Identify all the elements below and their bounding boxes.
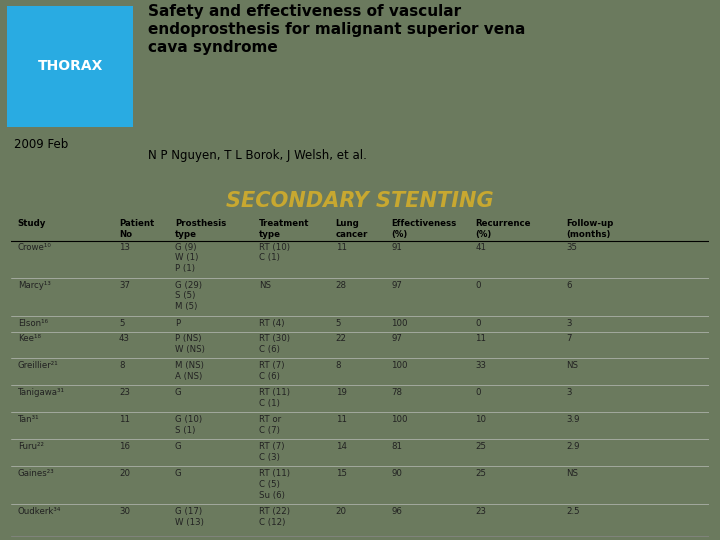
- Text: 15: 15: [336, 469, 346, 478]
- Text: 6: 6: [566, 281, 572, 289]
- Text: 14: 14: [336, 442, 346, 451]
- Text: RT (4): RT (4): [258, 319, 284, 328]
- FancyBboxPatch shape: [7, 5, 133, 127]
- Text: G (29)
S (5)
M (5): G (29) S (5) M (5): [175, 281, 202, 311]
- Text: 2.5: 2.5: [566, 507, 580, 516]
- Text: Marcy¹³: Marcy¹³: [18, 281, 50, 289]
- Text: G (17)
W (13): G (17) W (13): [175, 507, 204, 527]
- Text: 16: 16: [119, 442, 130, 451]
- Text: 3: 3: [566, 388, 572, 397]
- Text: M (NS)
A (NS): M (NS) A (NS): [175, 361, 204, 381]
- Text: G (9)
W (1)
P (1): G (9) W (1) P (1): [175, 242, 198, 273]
- Text: G: G: [175, 469, 181, 478]
- Text: 22: 22: [336, 334, 346, 343]
- Text: 2.9: 2.9: [566, 442, 580, 451]
- Text: Furu²²: Furu²²: [18, 442, 44, 451]
- Text: 8: 8: [336, 361, 341, 370]
- Text: Safety and effectiveness of vascular
endoprosthesis for malignant superior vena
: Safety and effectiveness of vascular end…: [148, 4, 525, 55]
- Text: Crowe¹⁰: Crowe¹⁰: [18, 242, 52, 252]
- Text: 3.9: 3.9: [566, 415, 580, 424]
- Text: RT (11)
C (1): RT (11) C (1): [258, 388, 289, 408]
- Text: Greillier²¹: Greillier²¹: [18, 361, 58, 370]
- Text: 43: 43: [119, 334, 130, 343]
- Text: G: G: [175, 442, 181, 451]
- Text: 5: 5: [119, 319, 125, 328]
- Text: NS: NS: [566, 469, 578, 478]
- Text: THORAX: THORAX: [37, 59, 103, 73]
- Text: Prosthesis
type: Prosthesis type: [175, 219, 226, 239]
- Text: 20: 20: [119, 469, 130, 478]
- Text: 11: 11: [336, 242, 346, 252]
- Text: G (10)
S (1): G (10) S (1): [175, 415, 202, 435]
- Text: 10: 10: [475, 415, 486, 424]
- Text: 35: 35: [566, 242, 577, 252]
- Text: Tanigawa³¹: Tanigawa³¹: [18, 388, 65, 397]
- Text: 100: 100: [392, 361, 408, 370]
- Text: Recurrence
(%): Recurrence (%): [475, 219, 531, 239]
- Text: 13: 13: [119, 242, 130, 252]
- Text: 11: 11: [336, 415, 346, 424]
- Text: Treatment
type: Treatment type: [258, 219, 309, 239]
- Text: 78: 78: [392, 388, 402, 397]
- Text: RT (7)
C (6): RT (7) C (6): [258, 361, 284, 381]
- Text: 3: 3: [566, 319, 572, 328]
- Text: 41: 41: [475, 242, 486, 252]
- Text: Tan³¹: Tan³¹: [18, 415, 40, 424]
- Text: RT (7)
C (3): RT (7) C (3): [258, 442, 284, 462]
- Text: 96: 96: [392, 507, 402, 516]
- Text: G: G: [175, 388, 181, 397]
- Text: N P Nguyen, T L Borok, J Welsh, et al.: N P Nguyen, T L Borok, J Welsh, et al.: [148, 149, 366, 162]
- Text: RT (10)
C (1): RT (10) C (1): [258, 242, 289, 262]
- Text: Study: Study: [18, 219, 46, 228]
- Text: 23: 23: [119, 388, 130, 397]
- Text: 5: 5: [336, 319, 341, 328]
- Text: 0: 0: [475, 319, 481, 328]
- Text: 25: 25: [475, 442, 486, 451]
- Text: 23: 23: [475, 507, 486, 516]
- Text: 97: 97: [392, 281, 402, 289]
- Text: RT (11)
C (5)
Su (6): RT (11) C (5) Su (6): [258, 469, 289, 500]
- Text: 20: 20: [336, 507, 346, 516]
- Text: NS: NS: [566, 361, 578, 370]
- Text: 19: 19: [336, 388, 346, 397]
- Text: 0: 0: [475, 281, 481, 289]
- Text: 97: 97: [392, 334, 402, 343]
- Text: Oudkerk³⁴: Oudkerk³⁴: [18, 507, 61, 516]
- Text: 30: 30: [119, 507, 130, 516]
- Text: Kee¹⁸: Kee¹⁸: [18, 334, 40, 343]
- Text: 90: 90: [392, 469, 402, 478]
- Text: 33: 33: [475, 361, 486, 370]
- Text: 37: 37: [119, 281, 130, 289]
- Text: NS: NS: [258, 281, 271, 289]
- Text: P: P: [175, 319, 180, 328]
- Text: Lung
cancer: Lung cancer: [336, 219, 368, 239]
- Text: 8: 8: [119, 361, 125, 370]
- Text: 11: 11: [119, 415, 130, 424]
- Text: 0: 0: [475, 388, 481, 397]
- Text: Follow-up
(months): Follow-up (months): [566, 219, 613, 239]
- Text: RT (22)
C (12): RT (22) C (12): [258, 507, 289, 527]
- Text: 11: 11: [475, 334, 486, 343]
- Text: 25: 25: [475, 469, 486, 478]
- Text: Patient
No: Patient No: [119, 219, 154, 239]
- Text: 100: 100: [392, 319, 408, 328]
- Text: 91: 91: [392, 242, 402, 252]
- Text: 100: 100: [392, 415, 408, 424]
- Text: RT or
C (7): RT or C (7): [258, 415, 281, 435]
- Text: SECONDARY STENTING: SECONDARY STENTING: [226, 191, 494, 211]
- Text: Gaines²³: Gaines²³: [18, 469, 55, 478]
- Text: Elson¹⁶: Elson¹⁶: [18, 319, 48, 328]
- Text: 7: 7: [566, 334, 572, 343]
- Text: 28: 28: [336, 281, 346, 289]
- Text: P (NS)
W (NS): P (NS) W (NS): [175, 334, 204, 354]
- Text: 81: 81: [392, 442, 402, 451]
- Text: 2009 Feb: 2009 Feb: [14, 138, 68, 151]
- Text: Effectiveness
(%): Effectiveness (%): [392, 219, 456, 239]
- Text: RT (30)
C (6): RT (30) C (6): [258, 334, 289, 354]
